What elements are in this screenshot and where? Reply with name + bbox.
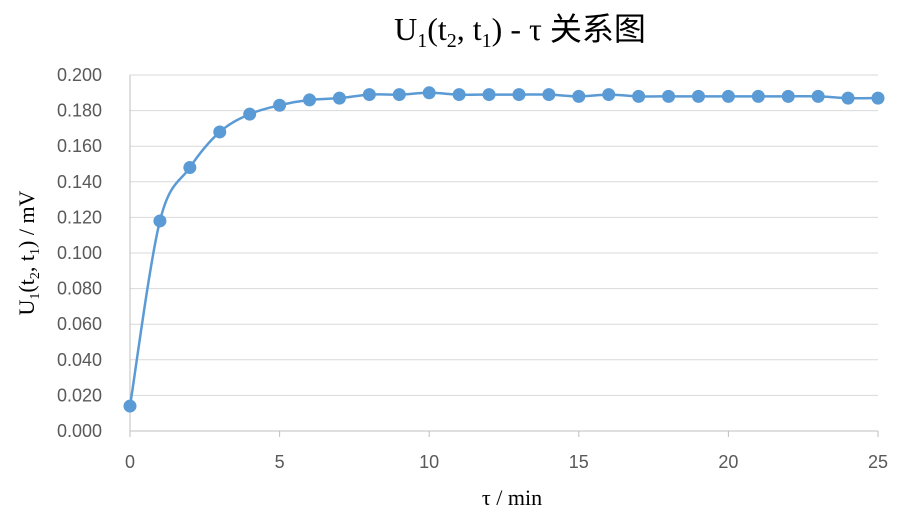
data-point: [781, 89, 795, 103]
y-tick-label: 0.040: [57, 350, 102, 370]
x-tick-label: 0: [125, 452, 135, 472]
y-tick-label: 0.200: [57, 65, 102, 85]
data-point: [632, 89, 646, 103]
data-point: [362, 88, 376, 102]
x-tick-label: 5: [275, 452, 285, 472]
x-tick-label: 15: [569, 452, 589, 472]
y-tick-label: 0.000: [57, 421, 102, 441]
data-point: [721, 89, 735, 103]
series-line: [128, 91, 879, 407]
data-point: [183, 161, 197, 175]
data-point: [273, 98, 287, 112]
y-tick-label: 0.100: [57, 243, 102, 263]
data-point: [153, 214, 167, 228]
chart-title: U1(t2, t1) - τ 关系图: [394, 11, 646, 52]
data-point: [213, 125, 227, 139]
y-tick-label: 0.080: [57, 279, 102, 299]
x-axis-ticks: 0 5 10 15 20 25: [125, 431, 888, 472]
y-tick-label: 0.020: [57, 385, 102, 405]
data-point: [243, 107, 257, 121]
x-tick-label: 25: [868, 452, 888, 472]
x-axis-title: τ / min: [482, 485, 542, 510]
series-group: [123, 86, 885, 413]
data-point: [542, 88, 556, 102]
y-tick-label: 0.120: [57, 207, 102, 227]
y-tick-label: 0.180: [57, 101, 102, 121]
y-axis-ticks: 0.000 0.020 0.040 0.060 0.080 0.100 0.120 0.140…: [57, 65, 102, 441]
data-point: [602, 88, 616, 102]
x-tick-label: 10: [419, 452, 439, 472]
data-point: [691, 89, 705, 103]
data-point: [572, 89, 586, 103]
data-point: [422, 86, 436, 100]
data-point: [332, 91, 346, 105]
data-point: [123, 399, 137, 413]
data-point: [811, 89, 825, 103]
gridlines: [130, 74, 878, 396]
data-point: [871, 91, 885, 105]
data-point: [303, 93, 317, 107]
axes: [129, 75, 878, 432]
data-point: [512, 88, 526, 102]
x-tick-label: 20: [718, 452, 738, 472]
y-tick-label: 0.140: [57, 172, 102, 192]
data-point: [482, 88, 496, 102]
data-point: [841, 91, 855, 105]
y-tick-label: 0.160: [57, 136, 102, 156]
data-point: [452, 88, 466, 102]
data-point: [392, 88, 406, 102]
y-axis-title: U1(t2, t1) / mV: [14, 190, 43, 315]
data-point: [662, 89, 676, 103]
data-point: [751, 89, 765, 103]
y-tick-label: 0.060: [57, 314, 102, 334]
